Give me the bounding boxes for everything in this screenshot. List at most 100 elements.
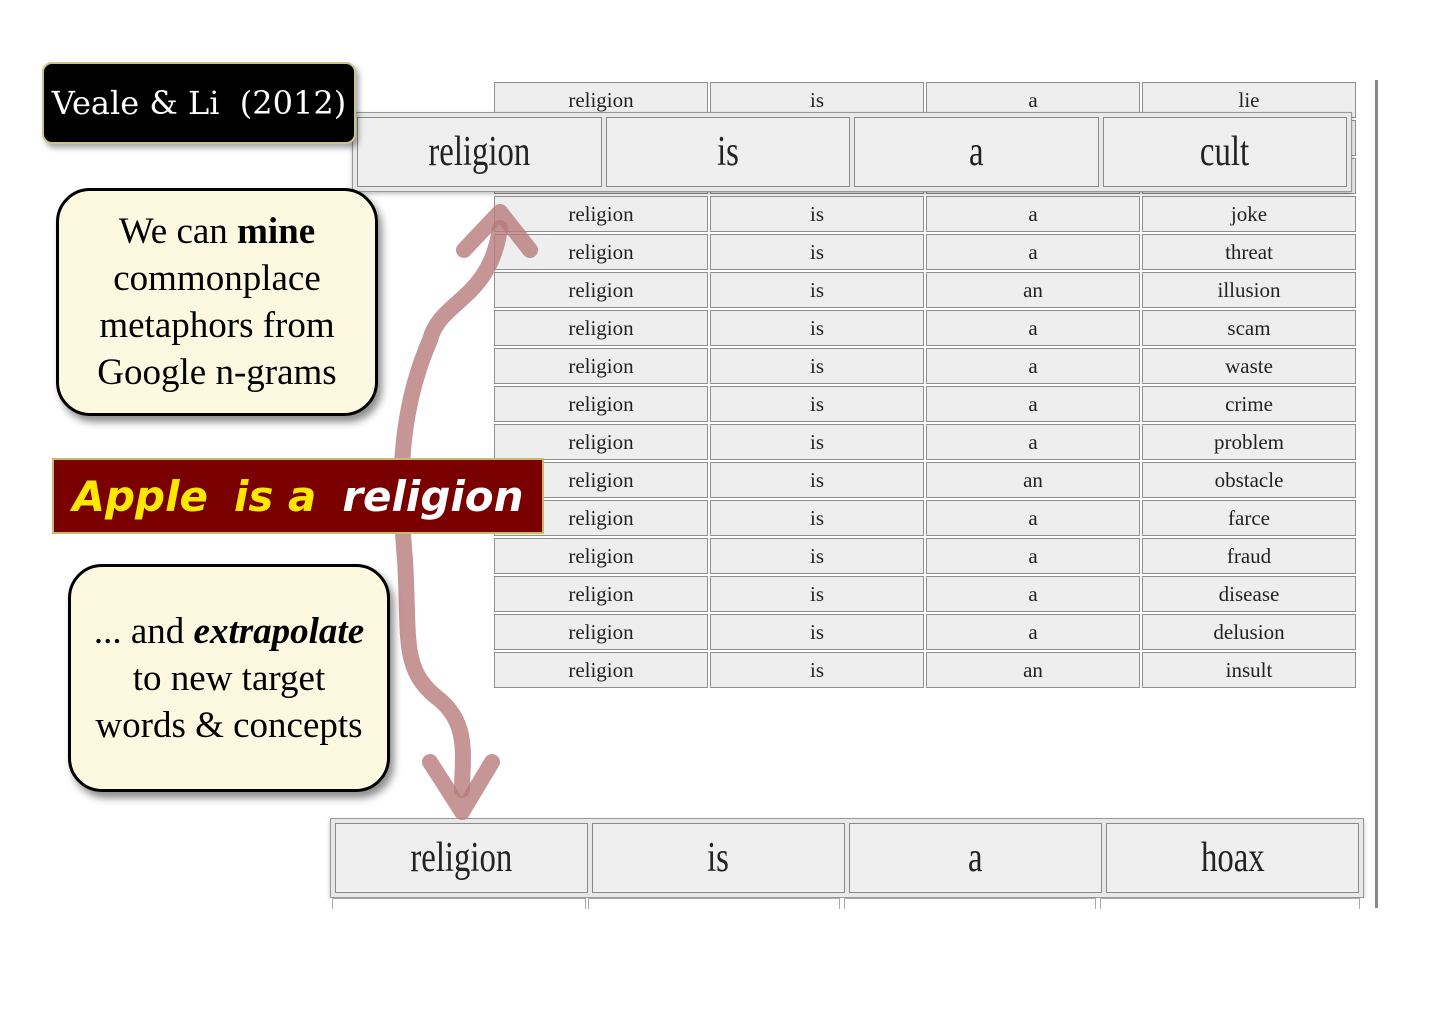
table-cell: is	[710, 310, 924, 346]
table-cell: religion	[494, 196, 708, 232]
zoom-cell-text: religion	[410, 835, 513, 881]
table-cell: an	[926, 462, 1140, 498]
zoom-cell-text: cult	[1200, 129, 1250, 175]
zoomed-row-hoax: religion is a hoax	[330, 818, 1364, 898]
table-right-border	[1375, 80, 1378, 908]
table-cell: religion	[494, 272, 708, 308]
table-cell: religion	[494, 652, 708, 688]
table-row: religion is a problem	[494, 424, 1356, 460]
metaphor-banner: Apple is a religion	[52, 458, 544, 534]
table-cell: is	[710, 272, 924, 308]
table-cell: a	[926, 424, 1140, 460]
callout-emphasis: mine	[237, 211, 316, 252]
callout-line: to new target	[132, 657, 326, 699]
table-cell: a	[926, 310, 1140, 346]
table-cell: religion	[494, 348, 708, 384]
zoom-cell: religion	[335, 823, 588, 893]
arrow-head-down	[422, 754, 500, 820]
zoom-cell: is	[592, 823, 845, 893]
table-cell: religion	[494, 424, 708, 460]
zoom-cell: cult	[1102, 117, 1347, 187]
table-row: religion is an illusion	[494, 272, 1356, 308]
table-row: religion is a farce	[494, 500, 1356, 536]
table-cell: a	[926, 386, 1140, 422]
table-cell: a	[926, 196, 1140, 232]
zoomed-row-cult: religion is a cult	[352, 112, 1352, 192]
zoom-cell: religion	[357, 117, 602, 187]
table-row: religion is a scam	[494, 310, 1356, 346]
callout-text: ... and	[93, 610, 194, 652]
table-row: religion is a crime	[494, 386, 1356, 422]
table-cell: a	[926, 576, 1140, 612]
zoom-cell-text: a	[968, 835, 983, 881]
table-cell: crime	[1142, 386, 1356, 422]
callout-line: commonplace	[113, 258, 321, 299]
table-cell: religion	[494, 310, 708, 346]
table-row: religion is a fraud	[494, 538, 1356, 574]
table-cell: farce	[1142, 500, 1356, 536]
callout-line: words & concepts	[95, 704, 363, 746]
zoom-cell-text: is	[716, 129, 739, 175]
table-cell: a	[926, 538, 1140, 574]
table-cell: is	[710, 652, 924, 688]
table-cell: is	[710, 386, 924, 422]
zoom-cell-text: a	[968, 129, 984, 175]
table-row: religion is an insult	[494, 652, 1356, 688]
table-row: religion is a threat	[494, 234, 1356, 270]
callout-extrapolate: ... and extrapolate to new target words …	[68, 564, 390, 792]
table-cell: religion	[494, 614, 708, 650]
table-cell: is	[710, 614, 924, 650]
table-cell: is	[710, 538, 924, 574]
table-cell: is	[710, 348, 924, 384]
table-cell: religion	[494, 576, 708, 612]
citation-badge: Veale & Li (2012)	[42, 62, 356, 144]
table-cell: is	[710, 576, 924, 612]
table-cell: is	[710, 424, 924, 460]
callout-line: We can mine	[59, 208, 375, 255]
callout-line: ... and extrapolate	[71, 608, 387, 655]
table-cell: fraud	[1142, 538, 1356, 574]
table-bottom-fringe	[330, 898, 1370, 912]
callout-mine: We can mine commonplace metaphors from G…	[56, 188, 378, 416]
banner-copula: is a	[233, 471, 317, 521]
banner-subject: Apple	[72, 471, 208, 521]
table-cell: a	[926, 500, 1140, 536]
table-cell: problem	[1142, 424, 1356, 460]
banner-object: religion	[342, 471, 524, 521]
table-row: religion is a disease	[494, 576, 1356, 612]
table-cell: disease	[1142, 576, 1356, 612]
table-cell: illusion	[1142, 272, 1356, 308]
zoom-cell-text: is	[707, 835, 730, 881]
table-cell: religion	[494, 538, 708, 574]
zoom-cell: a	[849, 823, 1102, 893]
table-cell: is	[710, 500, 924, 536]
table-cell: is	[710, 234, 924, 270]
table-cell: religion	[494, 234, 708, 270]
zoom-cell: hoax	[1106, 823, 1359, 893]
table-cell: joke	[1142, 196, 1356, 232]
table-row: religion is a waste	[494, 348, 1356, 384]
table-cell: is	[710, 196, 924, 232]
table-cell: threat	[1142, 234, 1356, 270]
callout-emphasis: extrapolate	[193, 610, 365, 652]
table-cell: waste	[1142, 348, 1356, 384]
zoom-cell: is	[605, 117, 850, 187]
table-cell: is	[710, 462, 924, 498]
table-cell: a	[926, 614, 1140, 650]
zoom-cell: a	[854, 117, 1099, 187]
table-cell: scam	[1142, 310, 1356, 346]
table-row: religion is a delusion	[494, 614, 1356, 650]
callout-line: Google n-grams	[97, 352, 337, 393]
callout-text: We can	[118, 211, 238, 252]
table-cell: a	[926, 348, 1140, 384]
callout-line: metaphors from	[99, 305, 335, 346]
table-cell: delusion	[1142, 614, 1356, 650]
table-row: religion is a joke	[494, 196, 1356, 232]
table-cell: insult	[1142, 652, 1356, 688]
zoom-cell-text: religion	[428, 129, 531, 175]
table-row: religion is an obstacle	[494, 462, 1356, 498]
table-cell: a	[926, 234, 1140, 270]
table-cell: religion	[494, 386, 708, 422]
table-cell: obstacle	[1142, 462, 1356, 498]
table-cell: an	[926, 652, 1140, 688]
